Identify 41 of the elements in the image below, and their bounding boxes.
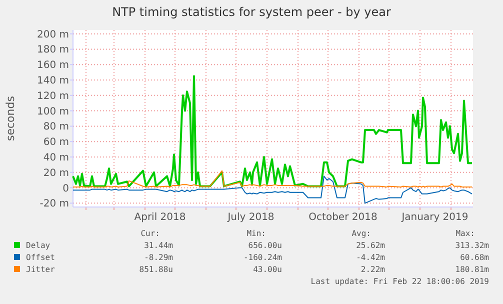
legend-label: Jitter bbox=[26, 265, 56, 274]
text: -8.29m bbox=[144, 253, 174, 262]
y-tick-label: 180 m bbox=[36, 44, 69, 56]
x-tick-label: October 2018 bbox=[308, 212, 378, 223]
y-tick-label: 80 m bbox=[43, 122, 69, 133]
text: 851.88u bbox=[139, 265, 174, 274]
chart-title: NTP timing statistics for system peer - by year bbox=[112, 5, 391, 19]
legend-label: Delay bbox=[26, 241, 50, 250]
text: Cur: bbox=[140, 229, 160, 238]
text: -4.42m bbox=[356, 253, 386, 262]
text: -160.24m bbox=[243, 253, 282, 262]
text: Avg: bbox=[352, 229, 371, 238]
y-tick-label: 60 m bbox=[43, 137, 69, 148]
y-tick-label: 140 m bbox=[36, 76, 69, 87]
y-tick-label: 160 m bbox=[36, 60, 69, 72]
y-tick-label: 40 m bbox=[43, 152, 69, 164]
y-tick-label: 200 m bbox=[36, 29, 69, 40]
x-tick-label: April 2018 bbox=[134, 212, 186, 223]
text: 180.81m bbox=[455, 265, 490, 274]
text: Last update: Fri Feb 22 18:00:06 2019 bbox=[310, 277, 490, 286]
legend-label: Offset bbox=[26, 253, 56, 262]
text: 43.00u bbox=[253, 265, 282, 274]
y-tick-label: 100 m bbox=[36, 106, 69, 118]
y-tick-label: 0 bbox=[62, 183, 69, 194]
y-tick-label: -20 m bbox=[40, 198, 69, 210]
line-series bbox=[72, 170, 472, 188]
text: 60.68m bbox=[460, 253, 490, 262]
y-tick-label: 20 m bbox=[43, 168, 69, 179]
x-tick-label: January 2019 bbox=[400, 212, 468, 223]
text: 25.62m bbox=[356, 241, 386, 250]
text: 656.00u bbox=[248, 241, 282, 250]
text: 2.22m bbox=[360, 265, 386, 274]
text: Min: bbox=[246, 229, 266, 238]
y-tick-label: 120 m bbox=[36, 90, 69, 102]
text: 313.32m bbox=[455, 241, 490, 250]
text: 31.44m bbox=[144, 241, 174, 250]
text: Max: bbox=[456, 229, 475, 238]
line-series bbox=[72, 75, 473, 188]
x-tick-label: July 2018 bbox=[226, 212, 274, 223]
line-series bbox=[72, 176, 472, 204]
y-axis-title: seconds bbox=[4, 96, 17, 141]
